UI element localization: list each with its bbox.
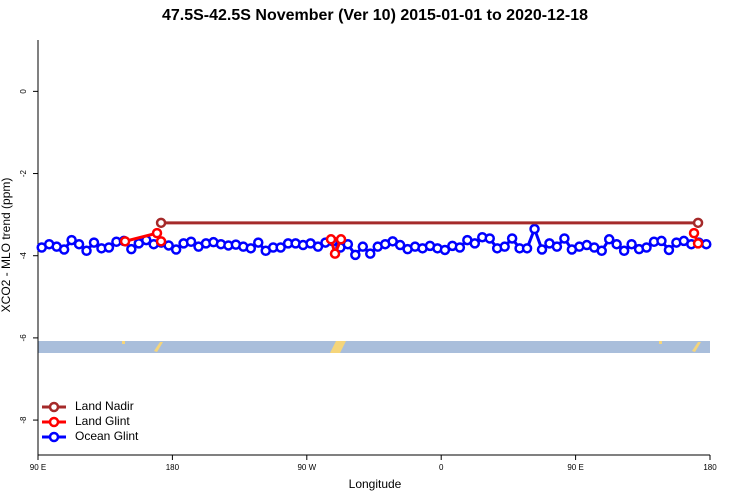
y-tick-label: -4 (19, 252, 28, 260)
point (325, 234, 337, 245)
x-tick-label: 90 E (567, 463, 583, 472)
legend-label: Ocean Glint (75, 429, 139, 443)
point (335, 234, 347, 245)
point (439, 244, 451, 256)
series (119, 227, 704, 259)
point (163, 240, 174, 251)
point (536, 244, 548, 255)
y-tick-label: -8 (19, 416, 28, 424)
point (618, 245, 630, 257)
map-strip (38, 341, 710, 353)
point (499, 241, 510, 252)
point (103, 242, 115, 253)
x-tick-label: 180 (166, 463, 180, 472)
y-tick-label: -2 (19, 169, 28, 177)
point (126, 243, 137, 255)
point (155, 217, 167, 229)
point (350, 249, 361, 261)
point (185, 236, 197, 247)
x-tick-label: 180 (703, 463, 717, 472)
y-axis-label: XCO2 - MLO trend (ppm) (0, 178, 13, 313)
point (329, 248, 341, 259)
point (529, 223, 540, 235)
point (469, 238, 481, 249)
point (663, 244, 675, 256)
legend-marker (48, 431, 60, 443)
point (454, 242, 466, 253)
point (506, 233, 518, 244)
point (275, 242, 286, 253)
point (88, 237, 100, 248)
legend-marker (48, 401, 60, 413)
point (365, 248, 376, 259)
point (521, 243, 533, 254)
point (312, 241, 324, 252)
point (155, 236, 167, 247)
point (342, 238, 354, 250)
point (394, 239, 406, 251)
legend-marker (48, 416, 60, 428)
point (701, 238, 712, 250)
point (692, 238, 704, 249)
point (73, 238, 85, 250)
legend-label: Land Nadir (75, 399, 134, 413)
point (551, 241, 563, 252)
series (36, 223, 712, 261)
y-tick-label: -6 (19, 334, 28, 342)
point (559, 233, 570, 244)
y-tick-label: 0 (19, 89, 28, 94)
point (656, 235, 667, 247)
series (155, 217, 704, 229)
point (151, 227, 163, 239)
point (357, 241, 369, 252)
point (119, 236, 131, 247)
point (484, 233, 495, 244)
x-axis-label: Longitude (349, 477, 402, 491)
point (641, 242, 652, 253)
point (626, 238, 637, 250)
point (81, 245, 92, 257)
x-tick-label: 90 W (297, 463, 316, 472)
point (596, 245, 607, 257)
point (58, 244, 70, 255)
chart-title: 47.5S-42.5S November (Ver 10) 2015-01-01… (162, 7, 588, 24)
point (253, 237, 264, 248)
point (611, 238, 622, 250)
x-tick-label: 90 E (30, 463, 46, 472)
point (692, 217, 704, 229)
point (170, 244, 182, 255)
point (66, 234, 77, 246)
point (603, 234, 615, 245)
x-tick-label: 0 (439, 463, 444, 472)
point (245, 243, 257, 254)
legend-label: Land Glint (75, 414, 130, 428)
point (688, 227, 700, 239)
